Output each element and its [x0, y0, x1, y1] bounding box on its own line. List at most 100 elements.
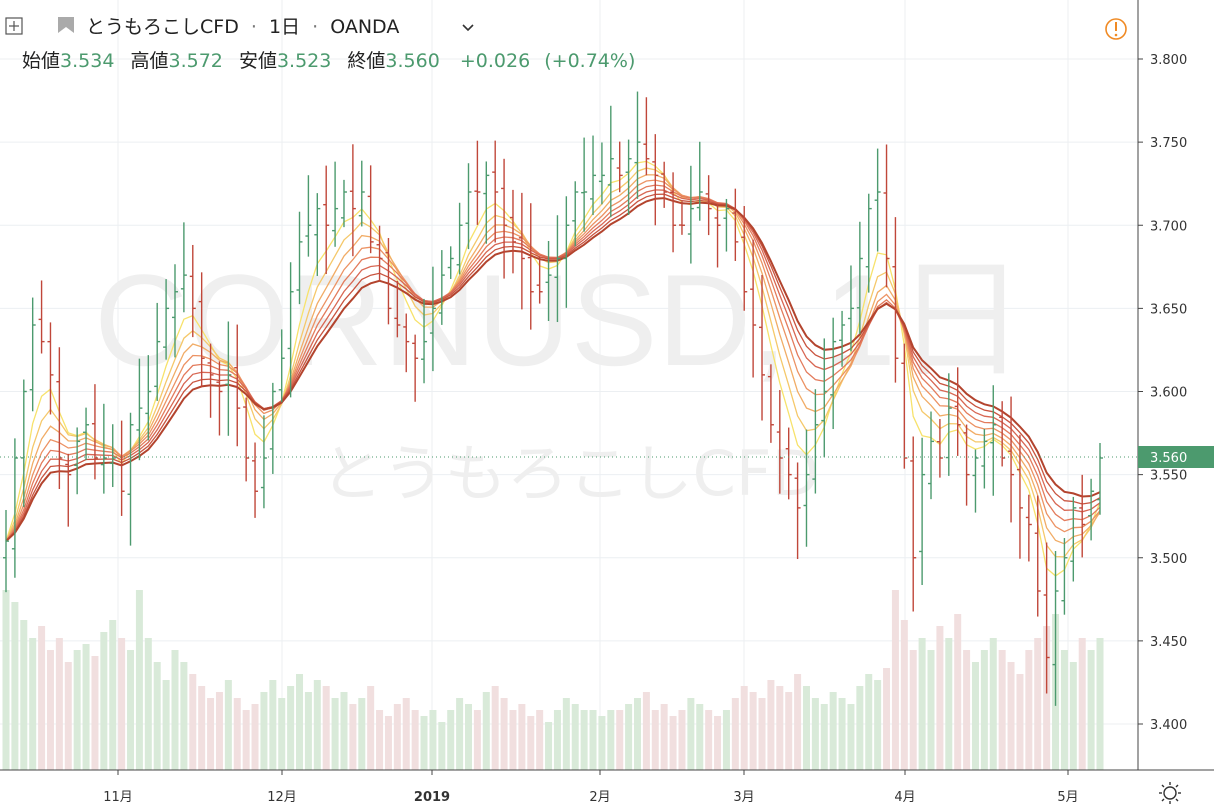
ohlc-bar	[483, 161, 490, 244]
ohlc-bar	[314, 193, 321, 276]
ohlc-bar	[394, 280, 401, 338]
volume-bar	[1025, 650, 1033, 770]
volume-bar	[625, 704, 633, 770]
ohlc-bar	[198, 272, 205, 388]
ohlc-bar	[625, 139, 632, 215]
ohlc-bar	[367, 165, 374, 254]
volume-bar	[580, 710, 588, 770]
volume-bar	[296, 674, 304, 770]
volume-bar	[127, 650, 135, 770]
time-axis[interactable]: 11月 12月 2019 2月 3月 4月 5月	[103, 770, 1079, 805]
ohlc-bar	[847, 265, 854, 352]
ohlc-bar	[874, 148, 881, 252]
volume-bars	[2, 590, 1104, 770]
ohlc-bar	[385, 238, 392, 325]
volume-bar	[642, 692, 650, 770]
volume-bar	[162, 680, 170, 770]
volume-bar	[1007, 662, 1015, 770]
chevron-down-icon[interactable]	[462, 24, 474, 32]
ohlc-bar	[901, 343, 908, 469]
volume-bar	[2, 590, 10, 770]
volume-bar	[589, 710, 597, 770]
volume-bar	[1060, 650, 1068, 770]
ohlc-bar	[759, 275, 766, 421]
volume-bar	[1078, 638, 1086, 770]
volume-bar	[438, 722, 446, 770]
ohlc-bar	[972, 449, 979, 513]
volume-bar	[465, 704, 473, 770]
volume-bar	[215, 692, 223, 770]
volume-bar	[669, 716, 677, 770]
moving-average-line	[5, 193, 1101, 542]
interval[interactable]: 1日	[269, 16, 300, 38]
ohlc-bar	[421, 298, 428, 384]
volume-bar	[46, 650, 54, 770]
volume-bar	[749, 692, 757, 770]
ohlc-bar	[118, 420, 125, 516]
ohlc-bar	[47, 322, 54, 415]
volume-bar	[322, 686, 330, 770]
ohlc-bar	[154, 302, 161, 401]
volume-bar	[1096, 638, 1104, 770]
moving-average-line	[5, 197, 1101, 542]
expand-icon[interactable]	[5, 17, 23, 35]
ohlc-bar	[91, 384, 98, 480]
ohlc-bar	[1097, 442, 1103, 515]
ohlc-bar	[3, 509, 9, 593]
ohlc-bar	[145, 355, 152, 441]
ohlc-bar	[278, 329, 285, 403]
ohlc-bar	[38, 280, 45, 354]
volume-bar	[304, 692, 312, 770]
ohlc-bar	[723, 198, 730, 252]
ohlc-bar	[65, 453, 72, 527]
volume-bar	[384, 716, 392, 770]
moving-average-line	[5, 167, 1101, 558]
volume-bar	[909, 650, 917, 770]
volume-bar	[927, 650, 935, 770]
ohlc-bar	[171, 264, 178, 358]
volume-bar	[233, 698, 241, 770]
alert-icon[interactable]	[1105, 18, 1127, 40]
volume-bar	[313, 680, 321, 770]
x-tick-label: 4月	[894, 790, 915, 805]
volume-bar	[456, 698, 464, 770]
low-label: 安値	[239, 50, 277, 72]
exchange[interactable]: OANDA	[330, 16, 399, 38]
symbol-name[interactable]: とうもろこしCFD	[86, 16, 239, 38]
flag-icon[interactable]	[58, 17, 74, 33]
ohlc-bar	[999, 401, 1006, 467]
grid	[0, 0, 1138, 770]
ohlc-bar	[403, 313, 410, 373]
volume-bar	[224, 680, 232, 770]
high-label: 高値	[130, 50, 168, 72]
volume-bar	[891, 590, 899, 770]
volume-bar	[1016, 674, 1024, 770]
open-label: 始値	[22, 50, 60, 72]
ohlc-bar	[732, 188, 739, 261]
price-axis[interactable]: 3.800 3.750 3.700 3.650 3.600 3.550 3.500 3.450…	[1138, 53, 1187, 733]
y-tick-label: 3.550	[1150, 469, 1187, 484]
volume-bar	[82, 644, 90, 770]
volume-bar	[1069, 662, 1077, 770]
volume-bar	[153, 662, 161, 770]
settings-icon[interactable]	[1159, 782, 1181, 804]
ohlc-bar	[180, 222, 187, 313]
ohlc-bar	[429, 266, 436, 372]
x-tick-label: 11月	[103, 790, 133, 805]
x-tick-label: 3月	[733, 790, 754, 805]
y-tick-label: 3.400	[1150, 718, 1187, 733]
volume-bar	[20, 620, 28, 770]
ohlc-bar	[323, 165, 330, 275]
volume-bar	[918, 638, 926, 770]
volume-bar	[331, 698, 339, 770]
volume-bar	[874, 680, 882, 770]
ohlc-bar	[1070, 496, 1077, 582]
volume-bar	[189, 674, 197, 770]
volume-bar	[553, 710, 561, 770]
ohlc-bar	[509, 189, 516, 274]
volume-bar	[776, 686, 784, 770]
ohlc-bar	[296, 211, 303, 305]
volume-bar	[11, 602, 19, 770]
volume-bar	[633, 698, 641, 770]
